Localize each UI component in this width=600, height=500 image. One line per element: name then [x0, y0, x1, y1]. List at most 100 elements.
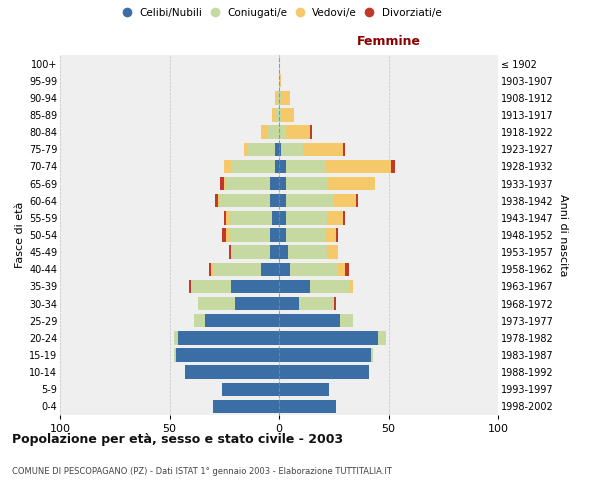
Bar	[279, 366, 369, 379]
Bar	[270, 246, 279, 259]
Bar	[275, 108, 279, 122]
Bar	[343, 142, 344, 156]
Bar	[244, 142, 248, 156]
Bar	[279, 400, 336, 413]
Bar	[286, 160, 325, 173]
Bar	[327, 211, 343, 224]
Bar	[279, 194, 286, 207]
Bar	[191, 280, 231, 293]
Bar	[356, 194, 358, 207]
Bar	[229, 246, 231, 259]
Bar	[286, 194, 334, 207]
Bar	[290, 262, 338, 276]
Bar	[279, 331, 377, 344]
Bar	[222, 382, 279, 396]
Bar	[224, 211, 226, 224]
Bar	[343, 211, 344, 224]
Bar	[209, 262, 211, 276]
Bar	[279, 108, 281, 122]
Bar	[310, 126, 312, 139]
Bar	[371, 348, 373, 362]
Bar	[220, 194, 270, 207]
Bar	[279, 126, 286, 139]
Bar	[275, 91, 277, 104]
Bar	[262, 262, 279, 276]
Bar	[226, 228, 229, 241]
Bar	[334, 194, 356, 207]
Bar	[288, 246, 327, 259]
Bar	[272, 108, 275, 122]
Bar	[185, 366, 279, 379]
Bar	[275, 160, 279, 173]
Bar	[215, 194, 218, 207]
Bar	[231, 246, 270, 259]
Bar	[279, 382, 329, 396]
Bar	[279, 91, 281, 104]
Bar	[286, 211, 327, 224]
Bar	[279, 142, 281, 156]
Bar	[281, 142, 303, 156]
Text: COMUNE DI PESCOPAGANO (PZ) - Dati ISTAT 1° gennaio 2003 - Elaborazione TUTTITALI: COMUNE DI PESCOPAGANO (PZ) - Dati ISTAT …	[12, 468, 392, 476]
Bar	[349, 280, 353, 293]
Bar	[286, 177, 327, 190]
Bar	[279, 177, 286, 190]
Bar	[325, 228, 336, 241]
Bar	[222, 228, 226, 241]
Bar	[235, 297, 279, 310]
Bar	[279, 314, 340, 328]
Bar	[279, 228, 286, 241]
Bar	[174, 331, 178, 344]
Bar	[340, 314, 353, 328]
Bar	[226, 211, 229, 224]
Bar	[229, 211, 272, 224]
Bar	[279, 160, 286, 173]
Bar	[327, 246, 338, 259]
Bar	[286, 228, 325, 241]
Bar	[279, 246, 288, 259]
Bar	[325, 160, 391, 173]
Bar	[268, 126, 279, 139]
Bar	[270, 177, 279, 190]
Bar	[189, 280, 191, 293]
Bar	[211, 262, 214, 276]
Bar	[262, 126, 268, 139]
Bar	[270, 228, 279, 241]
Text: Femmine: Femmine	[356, 35, 421, 48]
Bar	[174, 348, 176, 362]
Bar	[334, 297, 336, 310]
Bar	[229, 228, 270, 241]
Bar	[176, 348, 279, 362]
Bar	[310, 280, 349, 293]
Bar	[231, 160, 275, 173]
Bar	[270, 194, 279, 207]
Bar	[220, 177, 224, 190]
Bar	[377, 331, 386, 344]
Bar	[198, 297, 235, 310]
Bar	[391, 160, 395, 173]
Bar	[248, 142, 275, 156]
Bar	[178, 331, 279, 344]
Bar	[279, 74, 281, 88]
Bar	[281, 91, 290, 104]
Y-axis label: Fasce di età: Fasce di età	[14, 202, 25, 268]
Bar	[214, 262, 262, 276]
Bar	[279, 262, 290, 276]
Bar	[277, 91, 279, 104]
Bar	[279, 280, 310, 293]
Bar	[279, 297, 299, 310]
Bar	[205, 314, 279, 328]
Bar	[281, 108, 295, 122]
Bar	[336, 228, 338, 241]
Bar	[194, 314, 205, 328]
Bar	[345, 262, 349, 276]
Bar	[218, 194, 220, 207]
Bar	[224, 177, 226, 190]
Text: Popolazione per età, sesso e stato civile - 2003: Popolazione per età, sesso e stato civil…	[12, 432, 343, 446]
Bar	[231, 280, 279, 293]
Bar	[272, 211, 279, 224]
Bar	[275, 142, 279, 156]
Bar	[303, 142, 343, 156]
Bar	[327, 177, 376, 190]
Bar	[299, 297, 334, 310]
Bar	[279, 211, 286, 224]
